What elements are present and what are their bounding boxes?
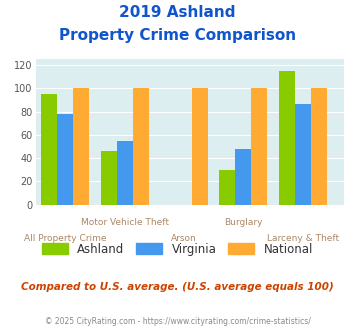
- Bar: [73, 88, 89, 205]
- Legend: Ashland, Virginia, National: Ashland, Virginia, National: [36, 237, 319, 262]
- Bar: [295, 104, 311, 205]
- Text: Larceny & Theft: Larceny & Theft: [267, 234, 339, 243]
- Text: Motor Vehicle Theft: Motor Vehicle Theft: [81, 218, 169, 227]
- Bar: [133, 88, 149, 205]
- Text: Burglary: Burglary: [224, 218, 263, 227]
- Text: Arson: Arson: [171, 234, 197, 243]
- Text: Compared to U.S. average. (U.S. average equals 100): Compared to U.S. average. (U.S. average …: [21, 282, 334, 292]
- Bar: [192, 88, 208, 205]
- Text: Property Crime Comparison: Property Crime Comparison: [59, 28, 296, 43]
- Bar: [279, 71, 295, 205]
- Text: 2019 Ashland: 2019 Ashland: [119, 5, 236, 20]
- Bar: [235, 149, 251, 205]
- Bar: [251, 88, 267, 205]
- Bar: [57, 114, 73, 205]
- Bar: [311, 88, 327, 205]
- Bar: [116, 141, 133, 205]
- Text: © 2025 CityRating.com - https://www.cityrating.com/crime-statistics/: © 2025 CityRating.com - https://www.city…: [45, 317, 310, 326]
- Bar: [41, 94, 57, 205]
- Bar: [100, 151, 116, 205]
- Text: All Property Crime: All Property Crime: [24, 234, 106, 243]
- Bar: [219, 170, 235, 205]
